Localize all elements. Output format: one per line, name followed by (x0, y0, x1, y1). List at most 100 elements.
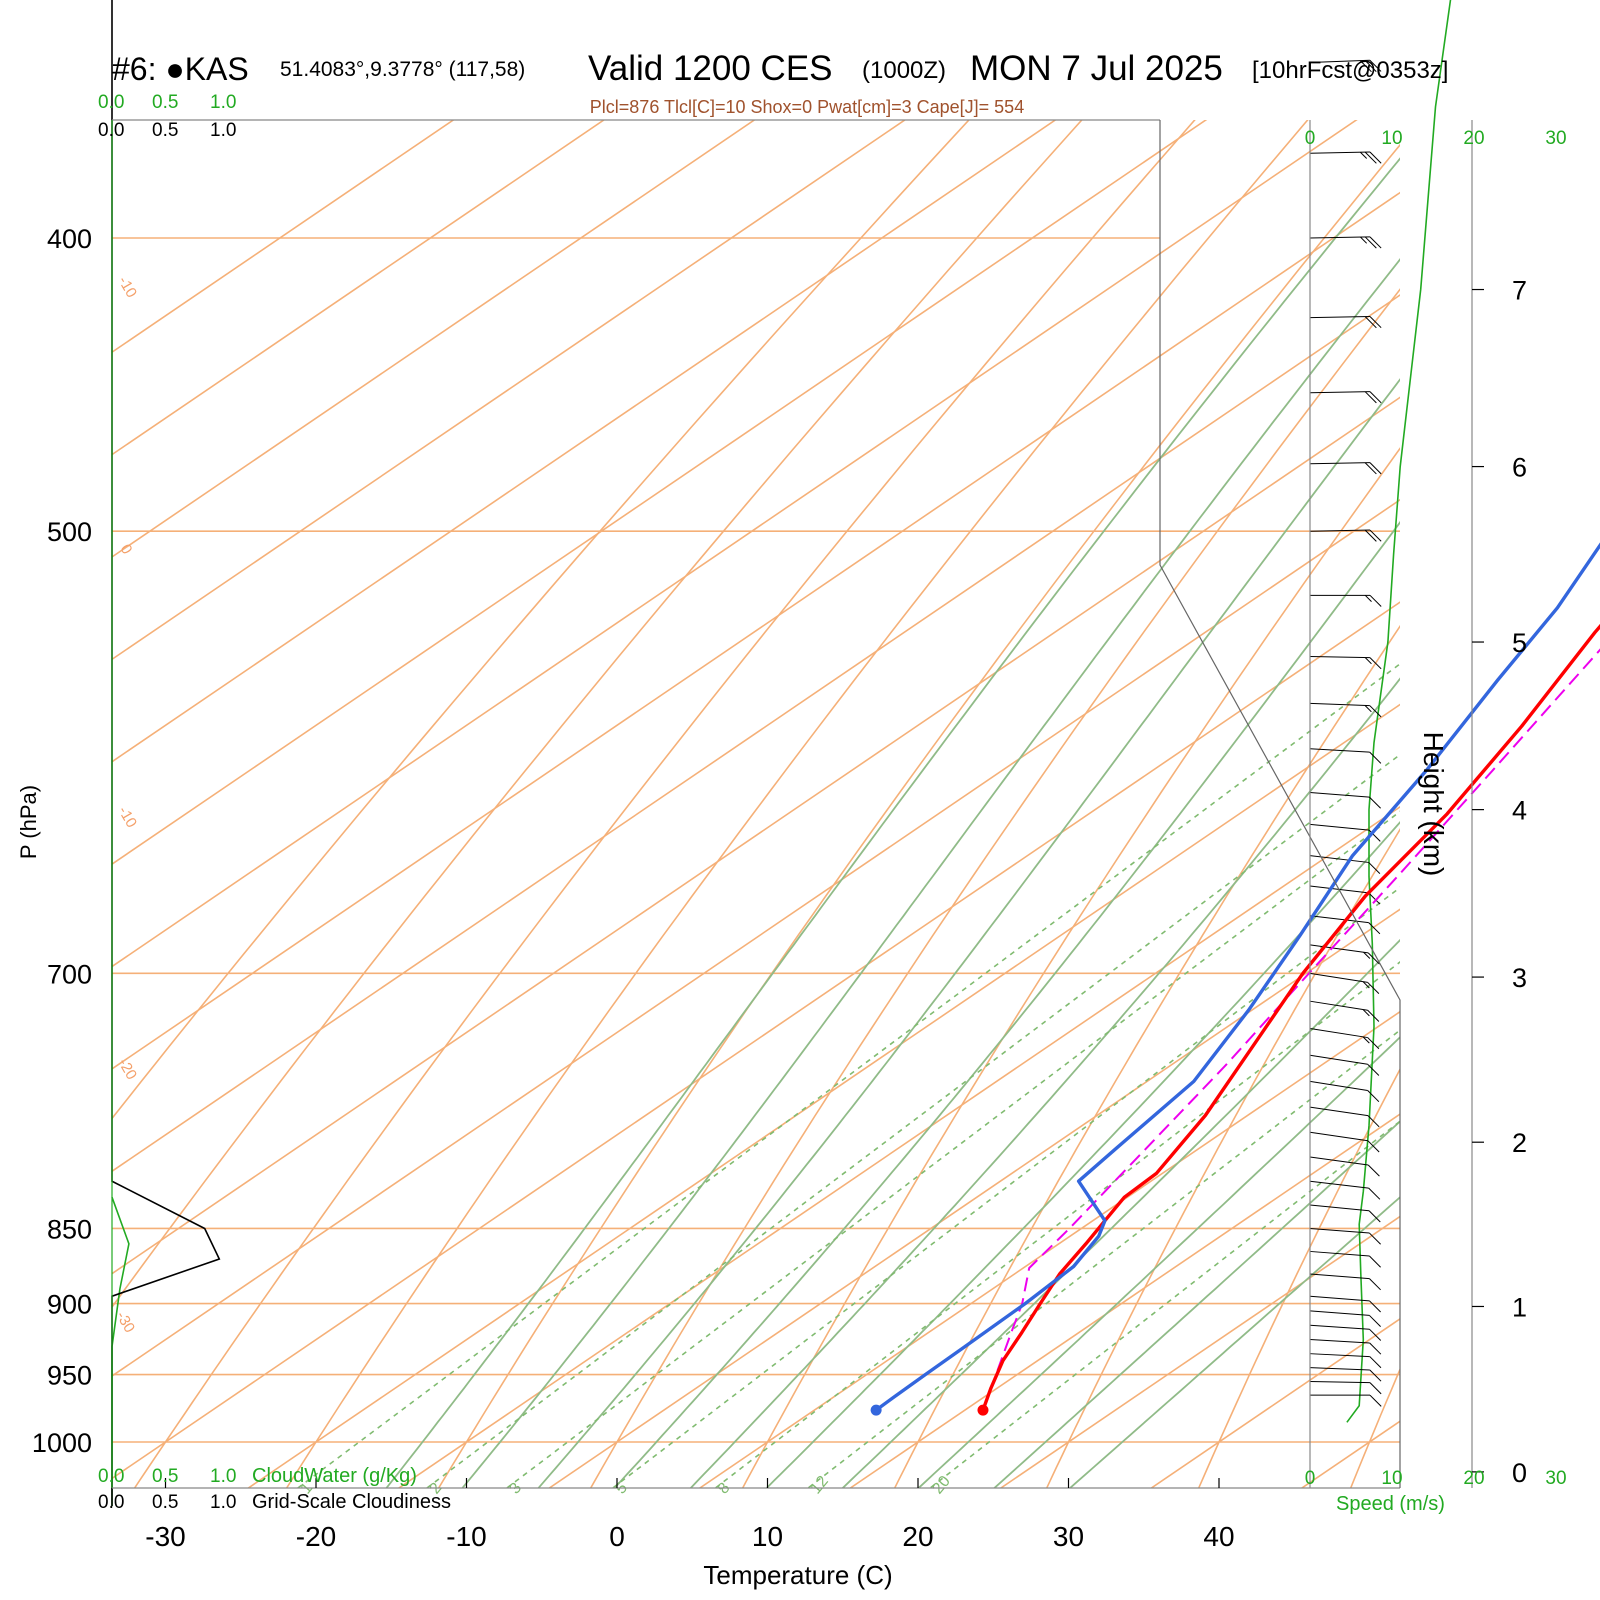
wind-barb (1309, 236, 1382, 249)
wind-barb (1310, 1394, 1382, 1407)
temperature-tick-label: 20 (902, 1521, 933, 1552)
wind-barb-staff (1309, 1204, 1370, 1212)
temperature-line (981, 623, 1600, 1411)
wind-barb-staff (1309, 59, 1370, 64)
wind-barb-flag (1364, 657, 1372, 665)
wind-barb-flag (1367, 1037, 1380, 1050)
wind-barb (1309, 151, 1382, 164)
moist-adiabat (841, 938, 1400, 1488)
wind-barb-flag (1362, 1036, 1370, 1044)
wind-barb-staff (1309, 791, 1370, 798)
wind-barb-flag (1368, 862, 1381, 874)
wind-barb (1309, 791, 1381, 809)
wind-barb (1309, 855, 1381, 874)
wind-barb-flag (1359, 60, 1372, 73)
wind-barb-staff (1309, 972, 1368, 983)
forecast-info: [10hrFcst@0353z] (1252, 57, 1448, 84)
wind-barb-flag (1369, 1382, 1382, 1395)
dry-adiabat (893, 624, 1400, 1488)
cloudiness-tick-top: 0.5 (152, 120, 178, 141)
wind-barb-staff (1309, 823, 1370, 831)
wind-barb-staff (1309, 1367, 1370, 1371)
isotherm-line (112, 191, 1400, 1070)
wind-barb-flag (1364, 529, 1377, 542)
temperature-tick-label: 10 (752, 1521, 783, 1552)
wind-barb-staff (1309, 1339, 1370, 1344)
wind-barb-flag (1369, 1356, 1382, 1369)
cloud-water-tick-top: 0.5 (152, 92, 178, 113)
moist-adiabat (385, 157, 1400, 1488)
isotherm-line (112, 601, 1400, 1480)
wind-barb (1309, 655, 1382, 670)
dry-adiabat (437, 143, 1400, 1488)
wind-barb-staff (1309, 1227, 1370, 1234)
wind-barb (1309, 1156, 1380, 1177)
surface-temperature-marker (977, 1404, 989, 1416)
height-tick-label: 3 (1512, 963, 1527, 993)
cloudiness-tick-top: 1.0 (210, 120, 236, 141)
wind-barb (1309, 1353, 1382, 1369)
wind-barb-flag (1368, 1187, 1381, 1200)
pressure-tick-label: 900 (47, 1290, 92, 1320)
moist-adiabat (537, 378, 1400, 1488)
pressure-tick-label: 700 (47, 959, 92, 989)
moist-adiabat (1068, 1196, 1400, 1488)
cloudiness-label: Grid-Scale Cloudiness (252, 1491, 451, 1513)
mixing-ratio-line (714, 961, 1400, 1488)
wind-barb-staff (1309, 1106, 1369, 1117)
wind-barb-staff (1309, 1000, 1368, 1011)
isotherm-left-label: -10 (115, 804, 141, 831)
dry-adiabat (741, 447, 1400, 1488)
moist-adiabat (461, 258, 1400, 1488)
wind-speed-tick-bottom: 30 (1545, 1468, 1566, 1489)
wind-speed-label: Speed (m/s) (1336, 1493, 1445, 1515)
wind-barb-staff (1309, 1380, 1370, 1384)
wind-barb (1309, 944, 1380, 965)
height-tick-label: 5 (1512, 628, 1527, 658)
wind-barb (1309, 1367, 1382, 1382)
wind-speed-tick-top: 30 (1545, 128, 1566, 149)
pressure-tick-label: 950 (47, 1361, 92, 1391)
wind-barb-staff (1309, 1310, 1370, 1316)
wind-barb-flag (1368, 922, 1381, 935)
wind-barb-flag (1369, 236, 1382, 249)
wind-barb-staff (1309, 1131, 1369, 1142)
x-axis-title: Temperature (C) (703, 1560, 892, 1590)
cloud-water-tick-top: 1.0 (210, 92, 236, 113)
wind-barb (1309, 1295, 1381, 1313)
temperature-tick-label: -30 (145, 1521, 185, 1552)
isotherm-line (246, 703, 1400, 1488)
cloud-water-line (111, 1196, 130, 1507)
station-id: #6: ●KAS (112, 51, 249, 87)
wind-speed-tick-top: 20 (1463, 128, 1484, 149)
wind-barb-flag (1367, 1090, 1380, 1103)
isotherm-left-label: -10 (115, 274, 141, 301)
wind-barb-flag (1367, 1009, 1380, 1022)
wind-barb (1309, 1380, 1382, 1395)
wind-barb-staff (1309, 1180, 1369, 1189)
dry-adiabat (1045, 828, 1400, 1488)
height-axis-title: Height (km) (1418, 732, 1449, 877)
moist-adiabat (689, 677, 1400, 1488)
moist-adiabat (765, 821, 1400, 1488)
utc-time: (1000Z) (862, 57, 946, 84)
wind-speed-tick-top: 10 (1381, 128, 1402, 149)
wind-barb-flag (1360, 236, 1368, 244)
wind-barb-flag (1369, 529, 1382, 542)
wind-barb-flag (1369, 1342, 1382, 1355)
wind-barb-flag (1369, 796, 1381, 809)
isotherm-left-label: 0 (117, 542, 136, 558)
dry-adiabat (133, 120, 1196, 1488)
wind-barb (1309, 972, 1380, 994)
wind-barb (1309, 702, 1382, 718)
mixing-ratio-label: 12 (807, 1473, 832, 1498)
temperature-tick-label: -10 (446, 1521, 486, 1552)
isotherm-line (112, 498, 1400, 1377)
wind-barb (1310, 594, 1382, 607)
wind-barb-flag (1369, 151, 1382, 164)
height-tick-label: 0 (1512, 1458, 1527, 1488)
height-tick-label: 7 (1512, 276, 1527, 306)
wind-barb-flag (1367, 1140, 1380, 1153)
pressure-tick-label: 500 (47, 517, 92, 547)
